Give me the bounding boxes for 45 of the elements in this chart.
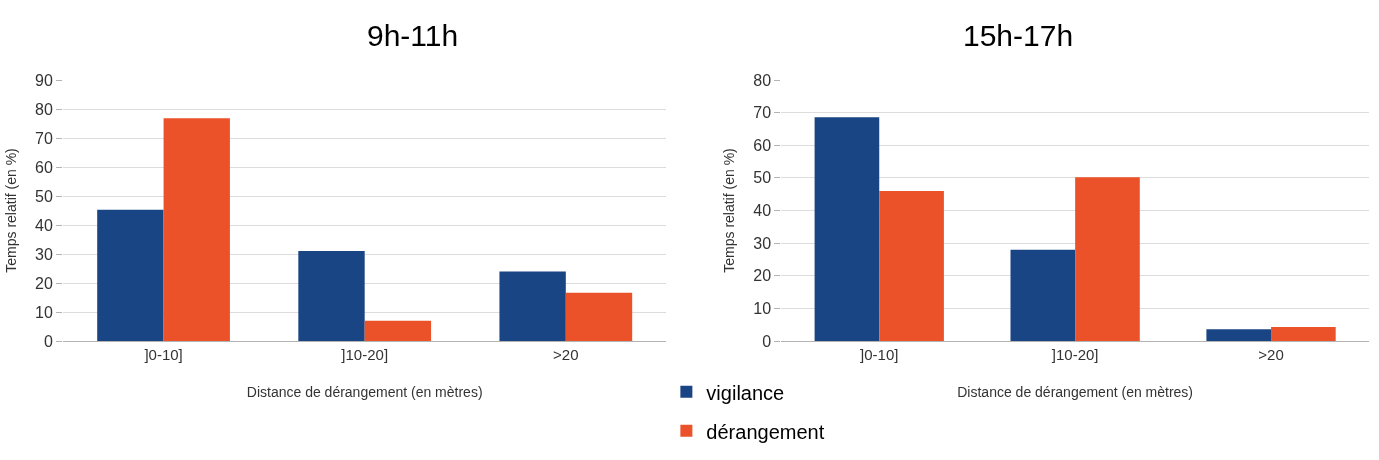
legend-label: vigilance (706, 381, 785, 404)
y-tick-label: 10 (35, 303, 53, 321)
bar (1010, 249, 1076, 341)
x-tick-label: ]10-20] (1051, 346, 1099, 363)
y-tick-label: 80 (753, 71, 772, 89)
x-tick-label: >20 (553, 346, 579, 363)
x-tick-label: ]0-10] (144, 346, 183, 363)
bar (879, 190, 944, 341)
bar (814, 117, 880, 341)
bar (1271, 326, 1336, 341)
bar (1206, 329, 1272, 341)
x-tick-label: ]0-10] (860, 346, 899, 363)
y-tick-label: 40 (35, 216, 53, 234)
x-axis-title: Distance de dérangement (en mètres) (246, 384, 483, 401)
y-tick-label: 0 (43, 332, 53, 350)
y-axis-title: Temps relatif (en %) (2, 148, 19, 273)
legend-label: dérangement (706, 420, 825, 443)
y-tick-label: 70 (35, 129, 53, 147)
y-tick-label: 0 (762, 332, 772, 350)
x-tick-label: ]10-20] (341, 346, 389, 363)
x-axis-title: Distance de dérangement (en mètres) (957, 384, 1194, 401)
y-tick-label: 30 (753, 234, 772, 252)
chart-title: 15h-17h (963, 19, 1074, 52)
y-tick-label: 50 (753, 169, 772, 187)
y-tick-label: 20 (35, 274, 53, 292)
y-tick-label: 20 (753, 267, 772, 285)
bar (565, 292, 633, 341)
y-tick-label: 60 (35, 158, 53, 176)
y-tick-label: 50 (35, 187, 53, 205)
bar (364, 320, 432, 341)
chart-title: 9h-11h (367, 19, 459, 52)
y-tick-label: 90 (35, 71, 53, 89)
bar (97, 209, 164, 341)
y-axis-title: Temps relatif (en %) (720, 148, 737, 273)
y-tick-label: 70 (753, 104, 772, 122)
bar (163, 118, 230, 341)
y-tick-label: 30 (35, 245, 53, 263)
bar (1075, 177, 1140, 341)
y-tick-label: 10 (753, 299, 772, 317)
y-tick-label: 60 (753, 136, 772, 154)
bar (499, 271, 566, 341)
y-tick-label: 40 (753, 202, 772, 220)
y-tick-label: 80 (35, 100, 53, 118)
bar (298, 251, 365, 341)
x-tick-label: >20 (1258, 346, 1284, 363)
